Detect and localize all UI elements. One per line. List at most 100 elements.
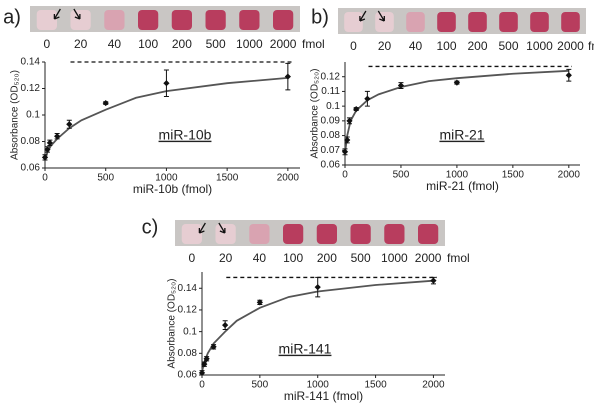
x-tick-label: 0 <box>42 173 48 184</box>
data-point <box>256 299 263 306</box>
tube <box>375 12 394 32</box>
tube <box>350 224 371 244</box>
x-tick-label: 2000 <box>558 170 581 181</box>
tube <box>561 12 580 32</box>
y-axis-label: Absorbance (OD₅₂₀) <box>310 69 321 159</box>
tube <box>138 10 159 30</box>
tube <box>104 10 125 30</box>
data-point <box>222 322 229 329</box>
y-tick-label: 0.06 <box>21 163 41 174</box>
x-tick-label: 0 <box>342 170 348 181</box>
tube-label: 0 <box>189 251 196 265</box>
y-tick-label: 0.12 <box>21 83 41 94</box>
arrows <box>53 8 81 20</box>
data-point <box>46 139 53 146</box>
tube <box>468 12 487 32</box>
data-point <box>341 148 349 155</box>
arrows <box>359 10 385 22</box>
tube <box>205 10 226 30</box>
tube-label: 100 <box>138 37 158 51</box>
x-tick-label: 2000 <box>277 173 300 184</box>
data-point <box>102 99 109 107</box>
data-point <box>565 72 572 79</box>
tube-label: 200 <box>172 37 192 51</box>
x-tick-label: 1000 <box>155 173 178 184</box>
x-tick-label: 500 <box>97 173 114 184</box>
tube-label: 2000 <box>557 39 584 53</box>
annotation: miR-10b <box>159 127 212 143</box>
y-tick-label: 0.08 <box>21 136 41 147</box>
tube <box>239 10 260 30</box>
panel-label: c) <box>142 216 159 238</box>
y-tick-label: 0.06 <box>178 370 198 381</box>
tube-label: 40 <box>253 251 267 265</box>
tube <box>530 12 549 32</box>
tube <box>384 224 405 244</box>
tube-label: 40 <box>409 39 423 53</box>
x-tick-label: 500 <box>252 380 269 391</box>
tube-label: 2000 <box>270 37 297 51</box>
tube <box>273 10 294 30</box>
tube <box>36 10 57 30</box>
y-axis-label: Absorbance (OD₅₂₀) <box>167 279 178 369</box>
tube <box>437 12 456 32</box>
y-tick-label: 0.07 <box>321 145 341 156</box>
fit-curve <box>344 69 569 154</box>
tube-label: 1000 <box>381 251 408 265</box>
tube-label: 200 <box>467 39 487 53</box>
tube-label: 20 <box>219 251 233 265</box>
data-point <box>353 105 360 113</box>
x-tick-label: 1500 <box>502 170 525 181</box>
data-point <box>44 146 51 153</box>
tube-label: 500 <box>351 251 371 265</box>
data-point <box>364 95 371 102</box>
tube <box>215 224 236 244</box>
tube <box>499 12 518 32</box>
y-tick-label: 0.11 <box>321 86 340 97</box>
tube-label: 1000 <box>236 37 263 51</box>
panel-label: a) <box>3 6 21 28</box>
tube-label: 100 <box>436 39 456 53</box>
data-point <box>453 79 461 86</box>
tube-label: 100 <box>283 251 303 265</box>
x-axis-label: miR-10b (fmol) <box>133 182 212 196</box>
tube-label: 20 <box>378 39 392 53</box>
x-tick-label: 500 <box>393 170 410 181</box>
y-tick-label: 0.12 <box>178 305 198 316</box>
x-tick-label: 1000 <box>307 380 330 391</box>
data-point <box>314 284 321 291</box>
y-tick-label: 0.08 <box>321 130 341 141</box>
tube <box>249 224 270 244</box>
tube <box>406 12 425 32</box>
tube-label: 500 <box>498 39 518 53</box>
x-tick-label: 1500 <box>216 173 239 184</box>
x-tick-label: 0 <box>199 380 205 391</box>
tube-unit: fmol <box>588 39 594 53</box>
y-tick-label: 0.14 <box>178 283 198 294</box>
x-tick-label: 1000 <box>446 170 469 181</box>
tube-label: 1000 <box>526 39 553 53</box>
tube-label: 200 <box>317 251 337 265</box>
tube <box>316 224 337 244</box>
annotation: miR-21 <box>439 127 484 143</box>
arrows <box>198 222 226 234</box>
tube-unit: fmol <box>302 37 325 51</box>
tube-unit: fmol <box>447 251 470 265</box>
tube-label: 20 <box>74 37 88 51</box>
tube-label: 2000 <box>415 251 442 265</box>
tube-label: 0 <box>350 39 357 53</box>
data-point <box>430 277 437 284</box>
data-point <box>41 154 49 161</box>
tube <box>283 224 304 244</box>
tube <box>344 12 363 32</box>
y-tick-label: 0.1 <box>326 101 340 112</box>
data-point <box>66 121 73 128</box>
annotation: miR-141 <box>279 341 332 357</box>
y-tick-label: 0.14 <box>21 57 41 68</box>
x-tick-label: 2000 <box>422 380 445 391</box>
tube <box>171 10 192 30</box>
y-tick-label: 0.12 <box>321 71 341 82</box>
y-tick-label: 0.1 <box>26 110 40 121</box>
x-axis-label: miR-141 (fmol) <box>284 389 363 403</box>
